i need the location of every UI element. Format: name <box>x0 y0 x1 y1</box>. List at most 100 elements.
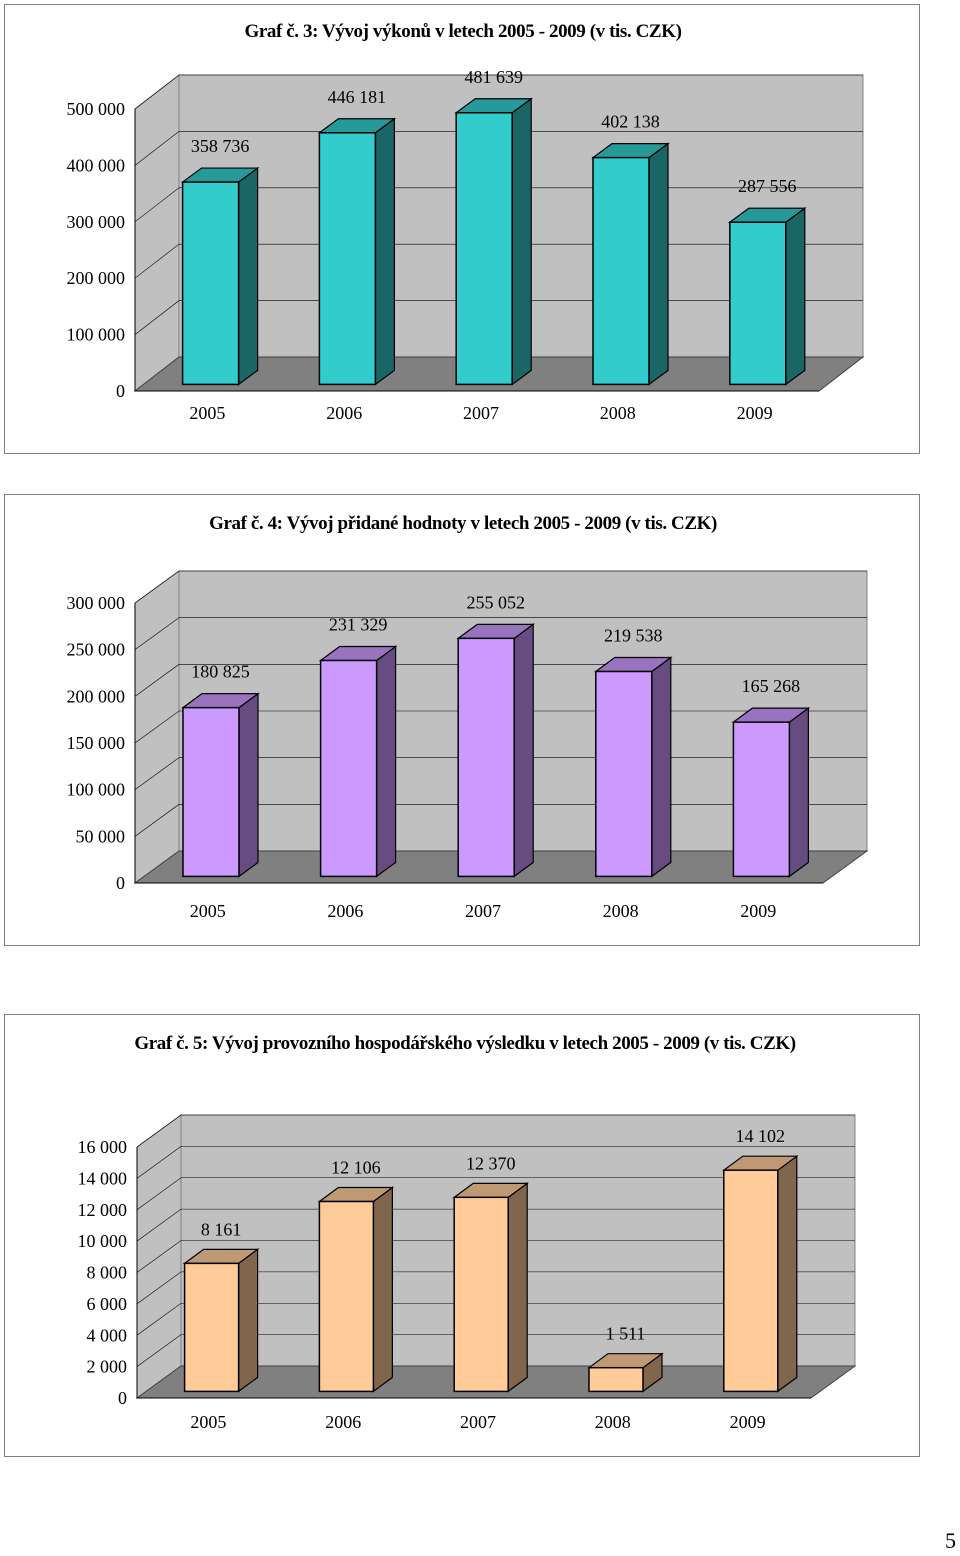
y-tick-label: 2 000 <box>87 1357 128 1377</box>
x-tick-label: 2008 <box>600 403 636 423</box>
chart-provozni-vysledek: Graf č. 5: Vývoj provozního hospodářskéh… <box>4 1014 920 1457</box>
gridline <box>136 1334 855 1367</box>
data-label: 1 511 <box>606 1324 646 1344</box>
y-tick-label: 300 000 <box>67 593 126 613</box>
bar <box>453 1196 509 1393</box>
bar <box>723 1169 779 1393</box>
x-tick-label: 2005 <box>190 1412 226 1432</box>
bar <box>182 706 240 878</box>
x-tick-label: 2006 <box>327 901 363 921</box>
bar <box>729 221 787 386</box>
chart-title: Graf č. 4: Vývoj přidané hodnoty v letec… <box>209 513 717 534</box>
chart-vykony: Graf č. 3: Vývoj výkonů v letech 2005 - … <box>4 4 920 454</box>
x-tick-label: 2005 <box>189 403 225 423</box>
y-tick-label: 500 000 <box>67 99 126 119</box>
data-label: 219 538 <box>604 625 663 645</box>
gridline <box>136 1302 855 1336</box>
data-label: 165 268 <box>742 676 801 696</box>
y-tick-label: 150 000 <box>67 733 126 753</box>
data-label: 481 639 <box>464 67 523 87</box>
y-tick-label: 100 000 <box>67 780 126 800</box>
bar-side <box>238 692 259 878</box>
bar <box>455 112 513 386</box>
data-label: 14 102 <box>736 1126 786 1146</box>
x-tick-label: 2007 <box>463 403 499 423</box>
bar-side <box>785 207 806 386</box>
chart-plot: 0 100 000 200 000 300 000 400 000 500 000 358 … <box>67 67 865 423</box>
bar <box>318 132 377 386</box>
bar <box>732 721 791 878</box>
chart-title: Graf č. 3: Vývoj výkonů v letech 2005 - … <box>244 21 682 42</box>
x-tick-label: 2007 <box>465 901 501 921</box>
x-tick-label: 2009 <box>740 901 776 921</box>
y-tick-label: 0 <box>116 873 125 893</box>
y-tick-label: 14 000 <box>78 1168 128 1188</box>
data-label: 446 181 <box>328 87 387 107</box>
bar-side <box>511 97 532 386</box>
gridline <box>134 74 863 110</box>
bar <box>588 1366 644 1393</box>
gridline <box>136 1208 855 1242</box>
y-tick-label: 12 000 <box>78 1200 128 1220</box>
data-label: 287 556 <box>738 176 797 196</box>
x-tick-label: 2008 <box>595 1412 631 1432</box>
gridline <box>136 1114 855 1148</box>
data-label: 255 052 <box>466 592 525 612</box>
y-tick-label: 250 000 <box>67 640 126 660</box>
y-tick-label: 8 000 <box>87 1263 128 1283</box>
bar <box>181 181 240 386</box>
bar-side <box>651 656 672 878</box>
bar-side <box>238 166 259 386</box>
y-tick-label: 100 000 <box>67 325 126 345</box>
gridline <box>134 570 867 604</box>
y-tick-label: 0 <box>116 381 125 401</box>
y-tick-label: 300 000 <box>67 212 126 232</box>
bar-side <box>238 1248 259 1393</box>
page-number: 5 <box>945 1528 956 1553</box>
bar <box>592 156 650 386</box>
x-tick-label: 2006 <box>326 403 362 423</box>
bar-side <box>376 645 397 878</box>
gridline <box>134 131 863 166</box>
bar-side <box>507 1182 528 1393</box>
data-label: 402 138 <box>601 112 660 132</box>
data-label: 231 329 <box>329 614 388 634</box>
data-label: 12 106 <box>331 1157 381 1177</box>
bar-side <box>648 142 669 386</box>
x-tick-label: 2009 <box>737 403 773 423</box>
y-tick-label: 0 <box>118 1388 127 1408</box>
y-tick-label: 10 000 <box>78 1231 128 1251</box>
data-label: 358 736 <box>191 136 250 156</box>
y-tick-label: 4 000 <box>87 1325 128 1345</box>
bar <box>183 1262 240 1393</box>
data-label: 12 370 <box>466 1153 516 1173</box>
x-tick-label: 2005 <box>190 901 226 921</box>
bar-side <box>374 117 395 386</box>
bar <box>595 670 653 878</box>
chart-plot: 0 50 000 100 000 150 000 200 000 250 000 300 0… <box>67 570 869 921</box>
gridline <box>136 1146 855 1179</box>
y-tick-label: 6 000 <box>87 1294 128 1314</box>
side-wall <box>134 73 180 393</box>
bar-side <box>788 706 810 878</box>
chart-plot: 0 2 000 4 000 6 000 8 000 10 000 12 000 14 000 1… <box>78 1114 857 1432</box>
gridline <box>134 617 867 650</box>
gridline <box>136 1177 855 1210</box>
y-tick-label: 200 000 <box>67 686 126 706</box>
x-tick-label: 2008 <box>603 901 639 921</box>
data-label: 8 161 <box>201 1219 242 1239</box>
x-tick-label: 2006 <box>325 1412 361 1432</box>
gridline <box>136 1240 855 1273</box>
y-tick-label: 16 000 <box>78 1137 128 1157</box>
y-tick-label: 400 000 <box>67 155 126 175</box>
x-tick-label: 2007 <box>460 1412 496 1432</box>
bar-side <box>513 623 534 878</box>
gridline <box>136 1271 855 1305</box>
bar <box>457 637 515 878</box>
bar <box>318 1200 375 1393</box>
bar <box>319 659 378 878</box>
bar-side <box>372 1186 393 1393</box>
y-tick-label: 50 000 <box>76 826 126 846</box>
chart-title: Graf č. 5: Vývoj provozního hospodářskéh… <box>134 1033 796 1054</box>
chart-pridana-hodnota: Graf č. 4: Vývoj přidané hodnoty v letec… <box>4 494 920 946</box>
